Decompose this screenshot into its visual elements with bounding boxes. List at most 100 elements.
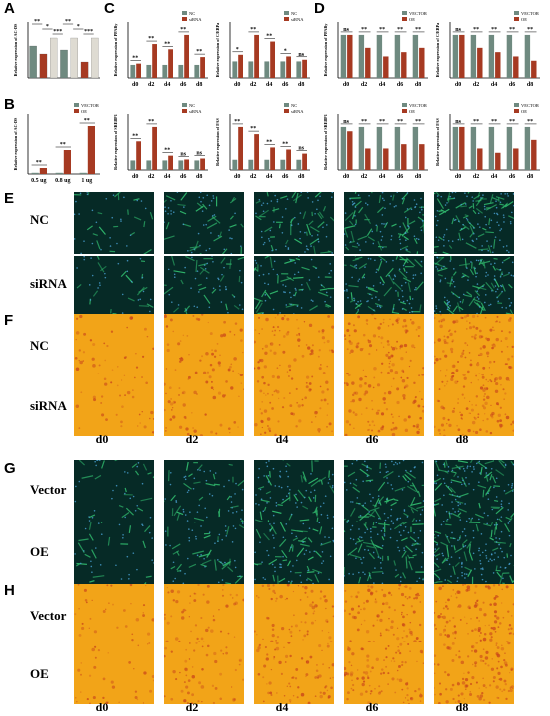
chart-c4-sig-1: ** [250, 126, 256, 132]
chart-a-sig-5: *** [84, 29, 93, 35]
chart-d1: Relative expression of PPARy d0 ns d2 ** d4 **… [323, 11, 428, 88]
micrograph-e-sirna-d6 [344, 256, 424, 318]
chart-d4-sig-2: ** [491, 119, 497, 125]
chart-d2-sig-1: ** [473, 27, 479, 33]
chart-d3-tick-3: d6 [397, 174, 403, 180]
col-label-d8-top: d8 [455, 432, 469, 446]
chart-a-bar-5 [80, 61, 89, 79]
chart-d4-bar-vector-1 [470, 126, 477, 170]
chart-b-sig-0: ** [36, 160, 42, 166]
micrograph-e-sirna-d2 [164, 256, 244, 318]
chart-d4-bar-oe-3 [513, 148, 519, 170]
chart-d3-ylabel: Relative expression of SREBP1 [323, 114, 328, 170]
chart-c1-legend-swatch-1 [182, 17, 187, 21]
chart-c3-bar-sirna-1 [152, 126, 157, 170]
chart-d3-legend-label-0: VECTOR [409, 103, 427, 108]
chart-c2-bar-sirna-4 [302, 59, 307, 78]
chart-b-sig-1: ** [60, 142, 66, 148]
chart-d1-bar-oe-3 [401, 52, 407, 78]
micrograph-e-sirna-d8 [434, 256, 514, 318]
chart-d3-sig-1: ** [361, 119, 367, 125]
chart-c4-sig-4: ns [298, 146, 304, 152]
chart-b-legend-label-0: VECTOR [81, 103, 99, 108]
chart-b-legend-swatch-1 [74, 109, 79, 113]
micrograph-g-oe-d8 [434, 522, 514, 584]
chart-b-bar-oe-1 [63, 150, 71, 174]
micrograph-g-oe-d2 [164, 522, 244, 584]
chart-d2-tick-2: d4 [491, 82, 497, 88]
micrograph-e-sirna-d0 [74, 256, 154, 318]
chart-c4-tick-3: d6 [282, 174, 288, 180]
chart-c3-bar-sirna-3 [184, 159, 189, 170]
chart-d4-bar-oe-1 [477, 148, 483, 170]
chart-c1-sig-4: ** [196, 49, 202, 55]
chart-c1-tick-2: d4 [164, 82, 170, 88]
chart-c3-sig-3: ns [180, 151, 186, 157]
chart-c1-bar-sirna-1 [152, 44, 157, 78]
chart-d2-bar-oe-2 [495, 52, 501, 78]
chart-d4-bar-oe-0 [459, 126, 465, 170]
chart-c2-sig-2: ** [266, 34, 272, 40]
chart-a-sig-3: ** [65, 19, 71, 25]
chart-c4-sig-0: ** [234, 119, 240, 125]
micrograph-e-nc-d4 [254, 192, 334, 254]
panel-letter-h: H [4, 582, 15, 599]
chart-d3-tick-4: d8 [415, 174, 421, 180]
chart-d3-legend-swatch-0 [402, 103, 407, 107]
micrograph-g-vector-d2 [164, 460, 244, 522]
micrograph-g-vector-d0 [74, 460, 154, 522]
chart-c4-tick-1: d2 [250, 174, 256, 180]
chart-d4-ylabel: Relative expression of FAS [435, 118, 440, 166]
chart-d3-sig-4: ** [415, 119, 421, 125]
chart-b-tick-0: 0.5 ug [31, 178, 46, 184]
chart-a: Relative expression of AC-DS************ [13, 19, 100, 79]
chart-c1-sig-0: ** [132, 56, 138, 62]
col-label-d8-bottom: d8 [455, 700, 469, 714]
chart-c2-sig-4: ns [298, 52, 304, 58]
chart-c2-sig-0: * [236, 47, 239, 53]
chart-d3-sig-3: ** [397, 119, 403, 125]
chart-c3-sig-2: ** [164, 148, 170, 154]
chart-c3-legend-label-1: siRNA [189, 109, 202, 114]
chart-d3-bar-vector-2 [376, 126, 383, 170]
chart-d1-bar-vector-1 [358, 34, 365, 78]
chart-d1-bar-oe-1 [365, 47, 371, 78]
chart-a-sig-0: ** [34, 19, 40, 25]
micrograph-e-nc-d2 [164, 192, 244, 254]
chart-d1-bar-vector-0 [340, 34, 347, 78]
chart-d3-sig-0: ns [343, 119, 349, 125]
chart-c2-ylabel: Relative expression of C/EBPa [215, 22, 220, 77]
chart-d4-legend-swatch-1 [514, 109, 519, 113]
chart-c4-bar-sirna-4 [302, 153, 307, 170]
chart-c1-sig-1: ** [148, 36, 154, 42]
chart-c1-bar-sirna-3 [184, 34, 189, 78]
chart-c3-bar-nc-4 [194, 160, 200, 170]
chart-b: Relative expression of AC-DS 0.5 ug ** 0.8 … [13, 103, 100, 184]
chart-c1-bar-nc-0 [130, 64, 136, 78]
panel-letter-f: F [4, 312, 14, 329]
chart-c3-bar-sirna-2 [168, 155, 173, 170]
chart-a-bar-2 [50, 37, 58, 79]
row-label-h-oe: OE [30, 666, 49, 681]
chart-d1-tick-1: d2 [361, 82, 367, 88]
chart-c2-bar-sirna-2 [270, 41, 275, 78]
chart-c3-legend-swatch-1 [182, 109, 187, 113]
chart-c2-tick-3: d6 [282, 82, 288, 88]
chart-d2-tick-0: d0 [455, 82, 461, 88]
chart-d4-bar-vector-0 [452, 126, 459, 170]
chart-c4-bar-sirna-2 [270, 147, 275, 170]
chart-c2-bar-nc-2 [264, 61, 270, 78]
micrograph-e-nc-d0 [74, 192, 154, 254]
chart-c3-sig-4: ns [196, 151, 202, 157]
chart-c3-tick-0: d0 [132, 174, 138, 180]
chart-c4-legend-label-0: NC [291, 103, 297, 108]
panel-letter-g: G [4, 460, 16, 477]
micrograph-g-oe-d6 [344, 522, 424, 584]
col-label-d4-top: d4 [275, 432, 289, 446]
micrograph-f-sirna-d2 [164, 374, 244, 436]
chart-a-bar-0 [29, 45, 37, 79]
chart-c2-legend-label-0: NC [291, 11, 297, 16]
chart-c2-bar-nc-1 [248, 61, 254, 78]
chart-d1-sig-2: ** [379, 27, 385, 33]
chart-c1-legend-swatch-0 [182, 11, 187, 15]
